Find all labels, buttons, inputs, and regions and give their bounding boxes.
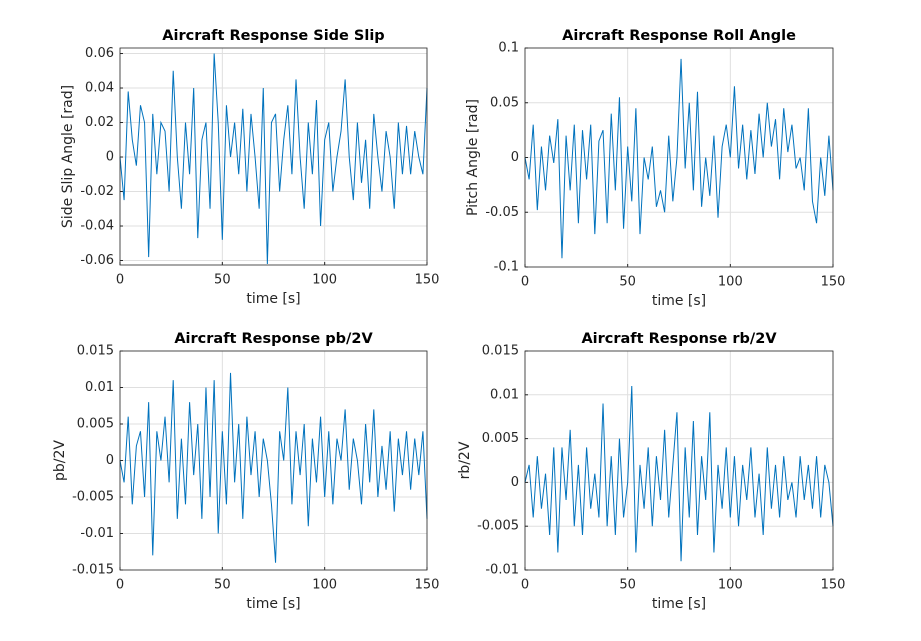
y-tick-label: 0.05 — [490, 95, 519, 110]
y-axis-label: Side Slip Angle [rad] — [60, 85, 76, 228]
x-tick-label: 150 — [415, 273, 440, 288]
y-tick-label: -0.01 — [485, 563, 519, 578]
chart-title: Aircraft Response rb/2V — [581, 331, 777, 347]
x-tick-label: 50 — [214, 273, 231, 288]
x-tick-label: 0 — [521, 578, 529, 593]
x-tick-label: 50 — [619, 578, 636, 593]
y-tick-label: 0 — [106, 150, 114, 165]
y-tick-label: 0.01 — [490, 387, 519, 402]
y-tick-label: 0 — [511, 475, 519, 490]
y-axis-label: pb/2V — [52, 440, 68, 481]
x-axis-label: time [s] — [652, 293, 706, 309]
axes-box — [524, 350, 834, 571]
data-line — [524, 58, 834, 259]
chart-title: Aircraft Response pb/2V — [174, 331, 373, 347]
x-tick-label: 100 — [718, 578, 743, 593]
chart-title: Aircraft Response Side Slip — [162, 28, 384, 44]
y-tick-label: 0.005 — [77, 417, 114, 432]
y-tick-label: 0.1 — [498, 41, 519, 56]
y-tick-label: 0.015 — [482, 344, 519, 359]
y-tick-label: 0 — [106, 453, 114, 468]
axes-box — [524, 47, 834, 268]
y-tick-label: 0.04 — [85, 81, 114, 96]
y-tick-label: -0.06 — [80, 253, 114, 268]
data-line — [119, 372, 428, 563]
x-tick-label: 100 — [312, 273, 337, 288]
chart-title: Aircraft Response Roll Angle — [562, 28, 796, 44]
y-tick-label: 0 — [511, 150, 519, 165]
y-tick-label: -0.015 — [72, 563, 114, 578]
y-tick-label: -0.005 — [477, 519, 519, 534]
y-tick-label: 0.005 — [482, 431, 519, 446]
y-axis-label: Pitch Angle [rad] — [465, 99, 481, 216]
y-tick-label: 0.06 — [85, 46, 114, 61]
y-tick-label: -0.1 — [494, 260, 519, 275]
y-tick-label: -0.01 — [80, 526, 114, 541]
y-tick-label: -0.02 — [80, 184, 114, 199]
x-axis-label: time [s] — [246, 291, 300, 307]
x-tick-label: 150 — [415, 578, 440, 593]
plot-area — [120, 48, 427, 265]
x-tick-label: 150 — [821, 275, 846, 290]
x-tick-label: 0 — [116, 578, 124, 593]
x-tick-label: 0 — [521, 275, 529, 290]
axes-box — [119, 47, 428, 266]
x-axis-label: time [s] — [652, 596, 706, 612]
data-line — [524, 386, 834, 562]
x-tick-label: 50 — [214, 578, 231, 593]
x-tick-label: 100 — [718, 275, 743, 290]
y-tick-label: -0.05 — [485, 205, 519, 220]
plot-area — [525, 351, 833, 570]
data-line — [119, 53, 428, 264]
y-tick-label: 0.01 — [85, 380, 114, 395]
axes-box — [119, 350, 428, 571]
x-tick-label: 100 — [312, 578, 337, 593]
x-axis-label: time [s] — [246, 596, 300, 612]
y-tick-label: -0.04 — [80, 219, 114, 234]
x-tick-label: 150 — [821, 578, 846, 593]
y-tick-label: 0.02 — [85, 115, 114, 130]
y-axis-label: rb/2V — [457, 441, 473, 479]
y-tick-label: -0.005 — [72, 490, 114, 505]
x-tick-label: 0 — [116, 273, 124, 288]
x-tick-label: 50 — [619, 275, 636, 290]
y-tick-label: 0.015 — [77, 344, 114, 359]
